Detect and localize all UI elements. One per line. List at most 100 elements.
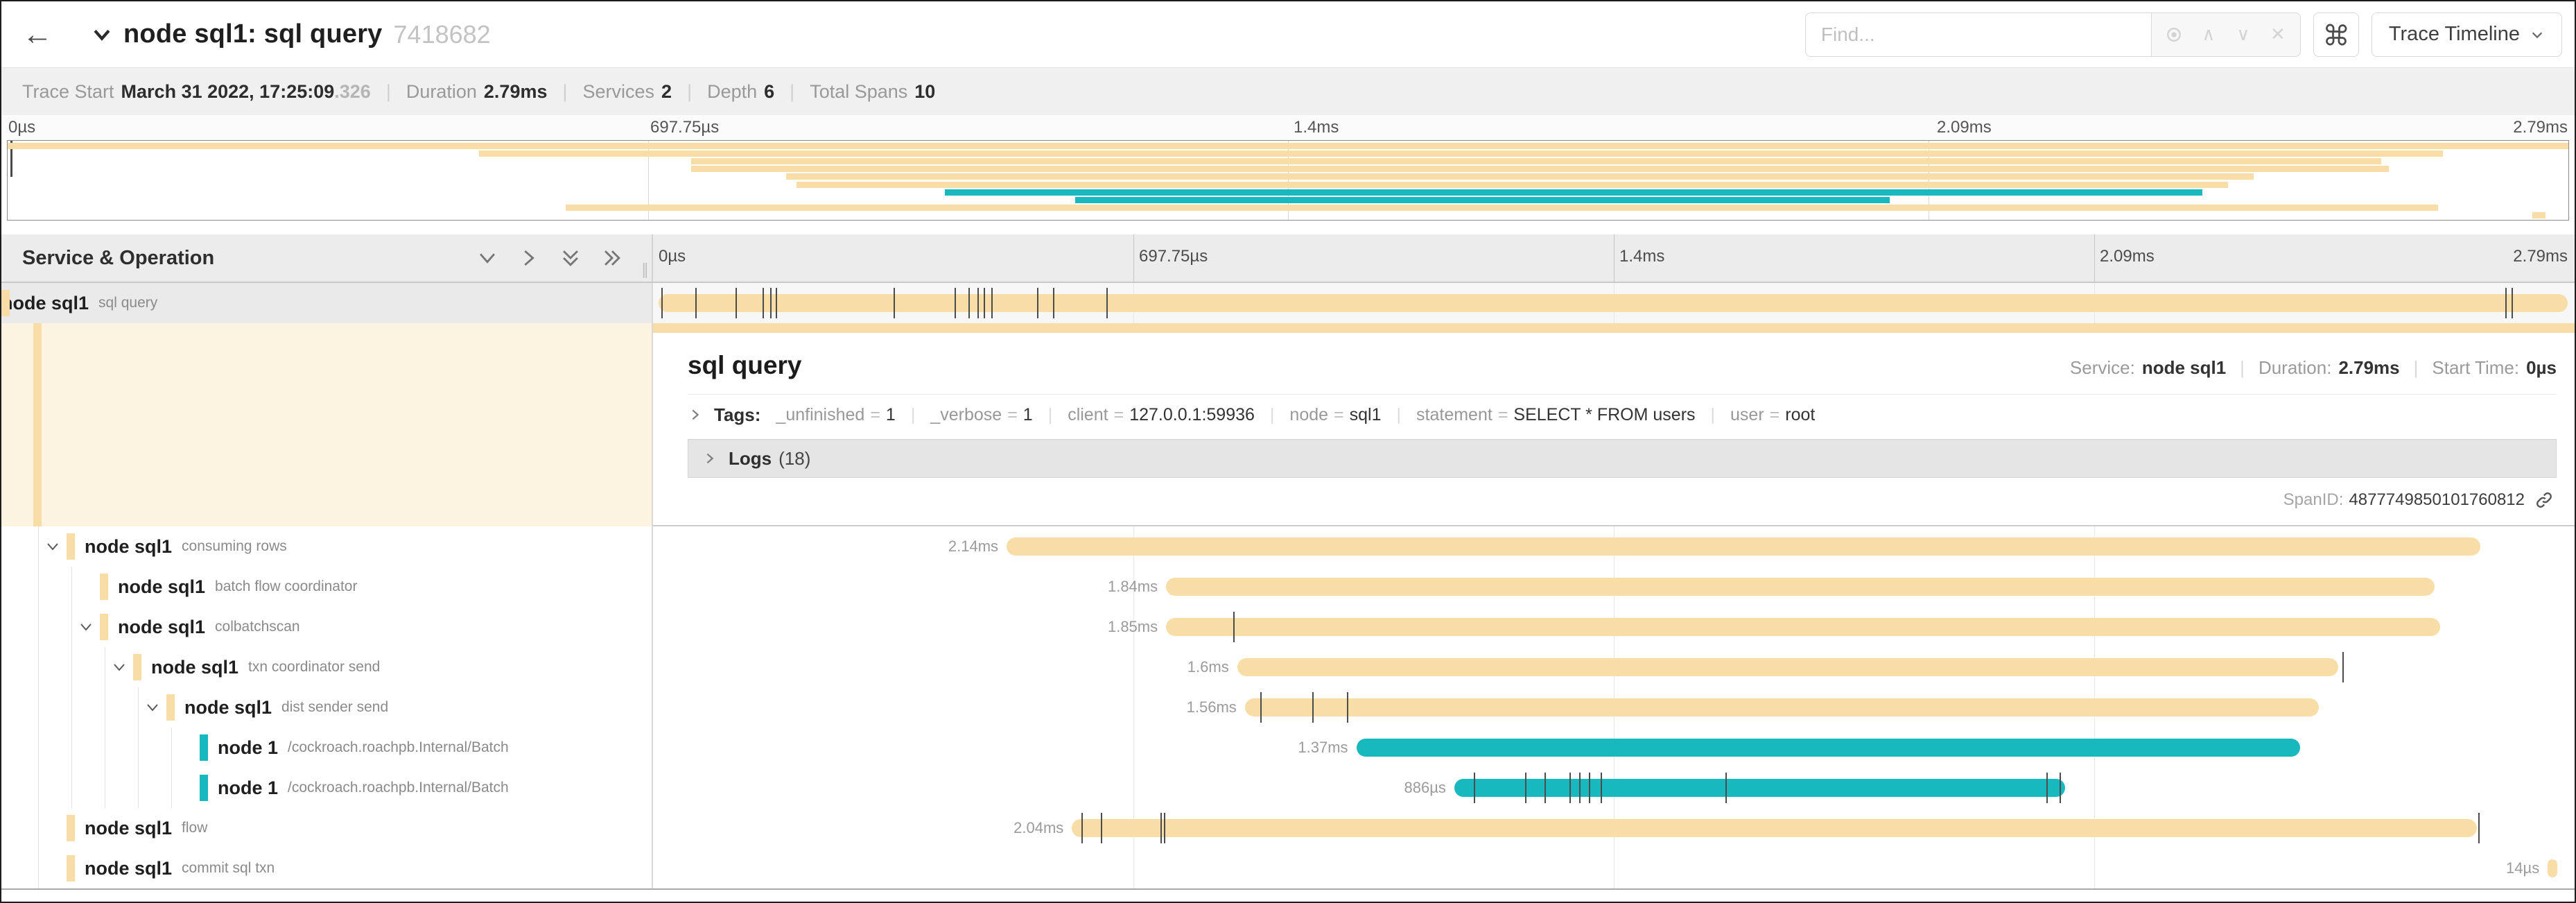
chevron-down-icon[interactable] [111, 659, 128, 676]
tree-item[interactable]: node sql1 txn coordinator send [1, 647, 653, 687]
tag-value: 1 [1022, 404, 1033, 424]
find-input[interactable] [1804, 12, 2152, 57]
span-row--cockroach-roachpb-internal-batch: node 1/cockroach.roachpb.Internal/Batch 1… [1, 728, 2575, 768]
span-timeline-cell[interactable] [653, 283, 2575, 323]
tree-indent-guide [138, 687, 139, 728]
log-marker-tick [1569, 773, 1572, 803]
log-marker-tick [1260, 692, 1262, 723]
tree-item[interactable]: node 1/cockroach.roachpb.Internal/Batch [1, 768, 653, 808]
span-bar[interactable] [2548, 859, 2558, 877]
span-timeline-cell[interactable]: 1.56ms [653, 687, 2575, 728]
span-bar[interactable] [1237, 658, 2339, 676]
next-result-icon[interactable]: ∨ [2236, 24, 2250, 44]
span-row--cockroach-roachpb-internal-batch: node 1/cockroach.roachpb.Internal/Batch 8… [1, 768, 2575, 808]
tags-accordion[interactable]: Tags: _unfinished = 1 | _verbose = 1 | client = 12… [688, 395, 2557, 435]
span-bar[interactable] [1007, 538, 2481, 556]
span-bar[interactable] [1166, 618, 2440, 636]
span-color-bar [200, 734, 208, 761]
span-timeline-cell[interactable]: 1.37ms [653, 728, 2575, 768]
log-marker-tick [2060, 773, 2062, 803]
span-timeline-cell[interactable]: 1.84ms [653, 567, 2575, 607]
minimap-span-bar [566, 204, 2438, 211]
service-value: node sql1 [2141, 357, 2227, 378]
keyboard-shortcuts-button[interactable] [2313, 12, 2359, 57]
tree-item[interactable]: node sql1 consuming rows [1, 526, 653, 567]
minimap-left-scrubber[interactable] [10, 141, 12, 178]
span-duration-label: 2.04ms [1013, 819, 1064, 836]
tree-item[interactable]: node sql1 dist sender send [1, 687, 653, 728]
span-bar[interactable] [1072, 819, 2477, 837]
logs-count: (18) [778, 447, 811, 469]
log-marker-tick [695, 288, 697, 318]
span-timeline-cell[interactable]: 886µs [653, 768, 2575, 808]
tag-value: root [1785, 404, 1816, 424]
column-resize-grip[interactable]: ∥ [641, 261, 650, 278]
tag-value: SELECT * FROM users [1513, 404, 1696, 424]
tree-indent-guide [38, 768, 39, 808]
log-marker-tick [1233, 612, 1235, 642]
expand-one-chevron-right-icon[interactable] [517, 246, 541, 270]
tree-item[interactable]: node sql1 batch flow coordinator [1, 567, 653, 607]
back-icon[interactable]: ← [22, 17, 53, 51]
tag-key: _verbose [930, 404, 1002, 424]
span-color-bar [200, 775, 208, 801]
minimap-canvas[interactable] [7, 140, 2569, 221]
timeline-header-row: Service & Operation ∥ 0µs 697.75µs 1.4ms 2.… [1, 234, 2575, 283]
span-color-bar [67, 815, 75, 841]
span-timeline-cell[interactable]: 1.85ms [653, 607, 2575, 647]
tree-indent-guide [171, 728, 172, 768]
span-bar[interactable] [1166, 578, 2435, 596]
prev-result-icon[interactable]: ∧ [2202, 24, 2216, 44]
timeline-ruler: 0µs 697.75µs 1.4ms 2.09ms 2.79ms [653, 234, 2575, 282]
tree-item[interactable]: node sql1 colbatchscan [1, 607, 653, 647]
logs-accordion[interactable]: Logs (18) [688, 439, 2557, 478]
tree-item[interactable]: node sql1 sql query [1, 283, 653, 323]
chevron-down-icon[interactable] [144, 699, 161, 716]
operation-name: dist sender send [281, 699, 389, 715]
log-marker-tick [736, 288, 738, 318]
span-row-dist-sender-send: node sql1 dist sender send 1.56ms [1, 687, 2575, 728]
span-accent-bar [653, 323, 2575, 333]
focus-match-icon[interactable] [2159, 19, 2189, 50]
tree-item[interactable]: node sql1 commit sql txn [1, 848, 653, 888]
span-timeline-cell[interactable]: 2.14ms [653, 526, 2575, 567]
chevron-down-icon[interactable] [78, 619, 94, 635]
collapse-trace-chevron-icon[interactable] [90, 23, 114, 46]
tag-value: 1 [885, 404, 896, 424]
service-name: node sql1 [184, 696, 272, 718]
log-marker-tick [1164, 813, 1166, 843]
timeline-gridline [1133, 768, 1134, 808]
expand-all-double-chevron-right-icon[interactable] [600, 246, 624, 270]
span-timeline-cell[interactable]: 2.04ms [653, 808, 2575, 848]
chevron-down-icon [2532, 31, 2543, 38]
span-bar[interactable] [1454, 779, 2066, 797]
span-bar[interactable] [1244, 698, 2320, 716]
collapse-all-chevron-down-icon[interactable] [476, 246, 499, 270]
deep-link-icon[interactable] [2534, 490, 2554, 510]
span-duration-label: 2.14ms [948, 538, 999, 555]
top-bar-actions: ∧ ∨ ✕ Trace Timeline [1804, 12, 2562, 57]
log-marker-tick [968, 288, 970, 318]
minimap-tick-label: 2.09ms [1937, 118, 1992, 137]
ruler-tick-label: 2.79ms [2513, 247, 2568, 266]
services-value: 2 [661, 80, 672, 102]
view-selector-button[interactable]: Trace Timeline [2371, 12, 2562, 57]
span-timeline-cell[interactable]: 14µs [653, 848, 2575, 888]
log-marker-tick [1160, 813, 1162, 843]
collapse-all-double-chevron-down-icon[interactable] [559, 246, 582, 270]
chevron-down-icon[interactable] [44, 538, 61, 555]
span-timeline-cell[interactable]: 1.6ms [653, 647, 2575, 687]
span-id-label: SpanID: [2283, 490, 2344, 509]
tree-indent-guide [138, 728, 139, 768]
tree-indent-guide [38, 728, 39, 768]
log-marker-tick [1312, 692, 1314, 723]
chevron-right-icon [702, 451, 717, 466]
tree-item[interactable]: node 1/cockroach.roachpb.Internal/Batch [1, 728, 653, 768]
logs-label: Logs [729, 447, 772, 469]
clear-search-icon[interactable]: ✕ [2270, 24, 2286, 44]
tree-item[interactable]: node sql1 flow [1, 808, 653, 848]
tag-key: user [1730, 404, 1764, 424]
span-bar[interactable] [659, 294, 2568, 312]
span-bar[interactable] [1356, 739, 2300, 757]
log-marker-tick [1473, 773, 1475, 803]
